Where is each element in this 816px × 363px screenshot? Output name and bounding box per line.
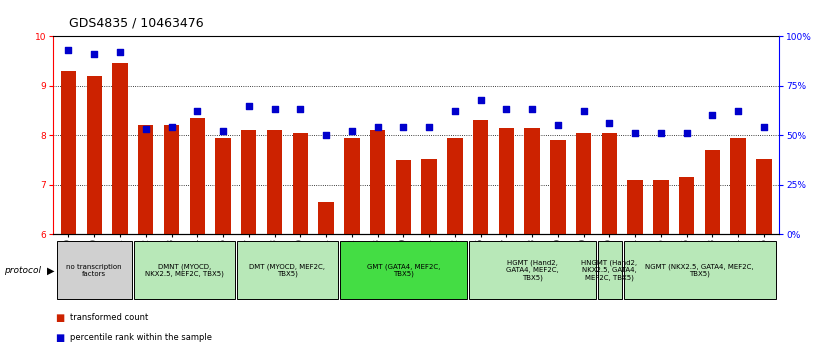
Bar	[447, 138, 463, 234]
Bar	[164, 125, 180, 234]
Bar	[215, 138, 231, 234]
Bar	[86, 76, 102, 234]
Point	[113, 49, 126, 55]
Text: NGMT (NKX2.5, GATA4, MEF2C,
TBX5): NGMT (NKX2.5, GATA4, MEF2C, TBX5)	[645, 264, 754, 277]
Point	[552, 122, 565, 128]
Point	[397, 125, 410, 130]
Text: ■: ■	[55, 313, 64, 323]
Bar	[756, 159, 772, 234]
FancyBboxPatch shape	[598, 241, 622, 299]
Point	[680, 130, 693, 136]
Bar	[525, 128, 539, 234]
Text: HGMT (Hand2,
GATA4, MEF2C,
TBX5): HGMT (Hand2, GATA4, MEF2C, TBX5)	[506, 260, 558, 281]
Point	[216, 129, 229, 134]
Bar	[704, 150, 720, 234]
Point	[526, 107, 539, 113]
Text: DMNT (MYOCD,
NKX2.5, MEF2C, TBX5): DMNT (MYOCD, NKX2.5, MEF2C, TBX5)	[145, 264, 224, 277]
Point	[371, 125, 384, 130]
Point	[499, 107, 512, 113]
Bar	[241, 130, 256, 234]
Bar	[653, 180, 668, 234]
FancyBboxPatch shape	[237, 241, 339, 299]
FancyBboxPatch shape	[340, 241, 467, 299]
Text: DMT (MYOCD, MEF2C,
TBX5): DMT (MYOCD, MEF2C, TBX5)	[250, 264, 326, 277]
Point	[320, 132, 333, 138]
Point	[474, 97, 487, 102]
Point	[654, 130, 667, 136]
Point	[628, 130, 641, 136]
Point	[294, 107, 307, 113]
Point	[140, 126, 153, 132]
Bar	[550, 140, 565, 234]
Bar	[628, 180, 643, 234]
Bar	[60, 71, 76, 234]
Bar	[113, 62, 128, 234]
Bar	[293, 133, 308, 234]
Bar	[138, 125, 153, 234]
Bar	[472, 121, 488, 234]
Text: transformed count: transformed count	[70, 313, 149, 322]
Bar	[344, 138, 360, 234]
Bar	[189, 118, 205, 234]
Text: ▶: ▶	[47, 265, 54, 276]
Point	[706, 113, 719, 118]
Text: HNGMT (Hand2,
NKX2.5, GATA4,
MEF2C, TBX5): HNGMT (Hand2, NKX2.5, GATA4, MEF2C, TBX5…	[581, 260, 637, 281]
Bar	[370, 130, 385, 234]
Point	[165, 125, 178, 130]
Point	[423, 125, 436, 130]
Bar	[730, 138, 746, 234]
Point	[62, 47, 75, 53]
Point	[242, 103, 255, 109]
FancyBboxPatch shape	[57, 241, 132, 299]
Bar	[601, 133, 617, 234]
Point	[191, 109, 204, 114]
Point	[603, 121, 616, 126]
Bar	[396, 160, 411, 234]
Bar	[679, 177, 694, 234]
FancyBboxPatch shape	[469, 241, 596, 299]
Text: protocol: protocol	[4, 266, 41, 275]
Text: ■: ■	[55, 333, 64, 343]
Point	[448, 109, 461, 114]
FancyBboxPatch shape	[135, 241, 235, 299]
Point	[268, 107, 281, 113]
Bar	[421, 159, 437, 234]
Text: no transcription
factors: no transcription factors	[66, 264, 122, 277]
Bar	[499, 128, 514, 234]
Bar	[267, 130, 282, 234]
Text: GMT (GATA4, MEF2C,
TBX5): GMT (GATA4, MEF2C, TBX5)	[366, 264, 440, 277]
Bar	[318, 202, 334, 234]
Point	[757, 125, 770, 130]
Point	[577, 109, 590, 114]
Point	[87, 51, 100, 57]
FancyBboxPatch shape	[623, 241, 776, 299]
Text: percentile rank within the sample: percentile rank within the sample	[70, 333, 212, 342]
Point	[732, 109, 745, 114]
Point	[345, 129, 358, 134]
Text: GDS4835 / 10463476: GDS4835 / 10463476	[69, 16, 204, 29]
Bar	[576, 133, 592, 234]
